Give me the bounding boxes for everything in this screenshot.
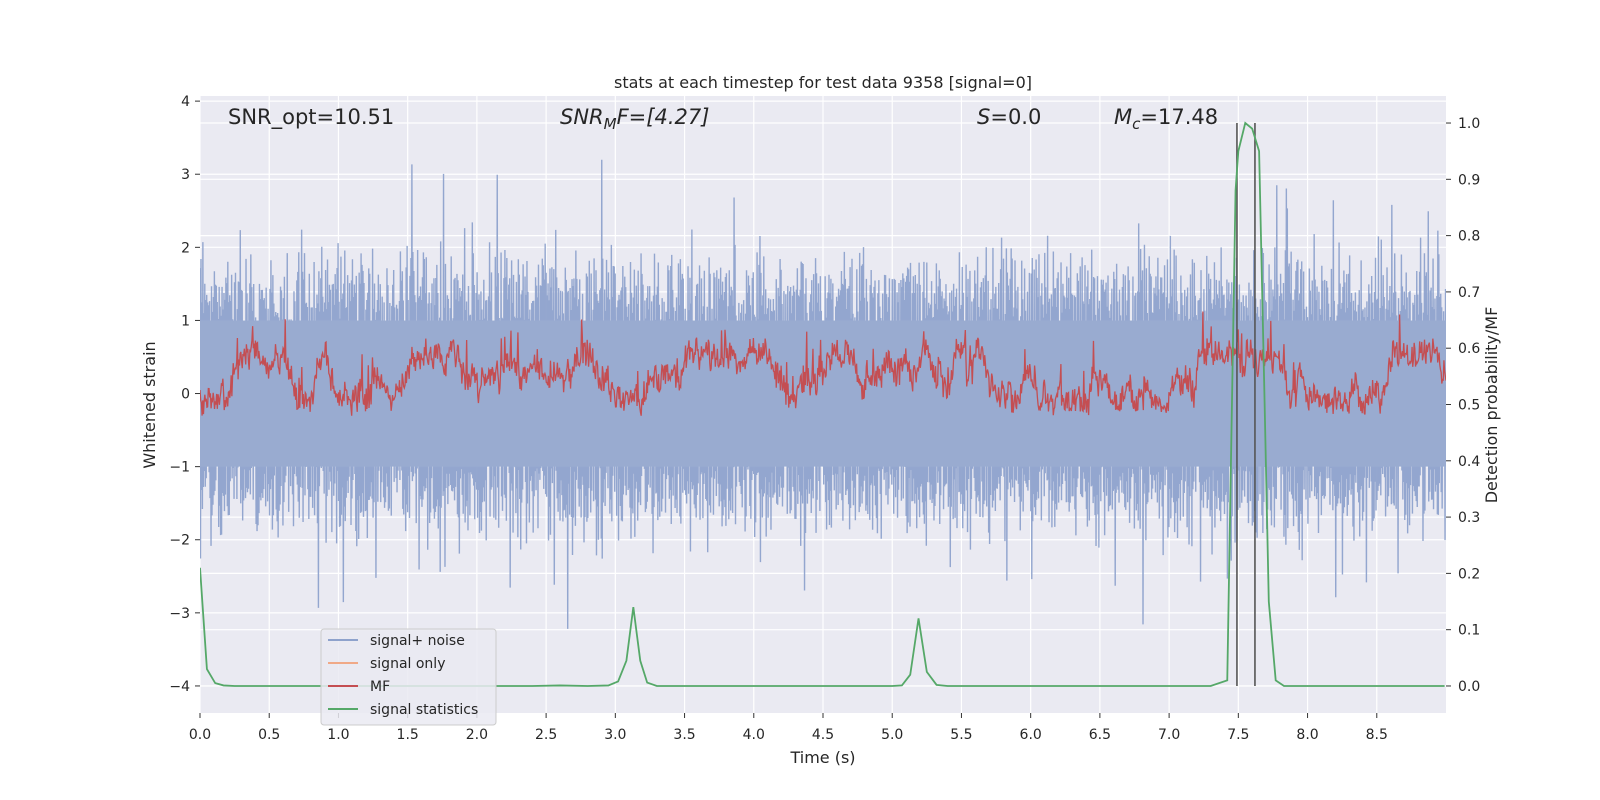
tick-label-x-10: 5.0 [881, 727, 903, 743]
legend-label-signal-only: signal only [370, 656, 445, 672]
annotation-s: S=0.0 [977, 105, 1041, 129]
annotation-mc-subscript: c [1132, 115, 1141, 133]
tick-label-x-1: 0.5 [258, 727, 280, 743]
tick-label-x-7: 3.5 [673, 727, 695, 743]
tick-label-right-5: 0.5 [1458, 398, 1480, 414]
chart-title: stats at each timestep for test data 935… [614, 73, 1032, 92]
tick-label-x-8: 4.0 [743, 727, 765, 743]
annotation-snr-mf: SNRMF=[4.27] [560, 105, 709, 133]
y-axis-left-label: Whitened strain [140, 341, 159, 468]
tick-label-x-0: 0.0 [189, 727, 211, 743]
y-axis-left-ticks: 4 3 2 1 0 −1 −2 −3 −4 [169, 94, 200, 695]
tick-label-x-12: 6.0 [1020, 727, 1042, 743]
legend-box [320, 628, 497, 726]
tick-label-right-1: 0.9 [1458, 172, 1480, 188]
annotation-mc-value: =17.48 [1140, 105, 1218, 129]
tick-label-right-4: 0.6 [1458, 341, 1480, 357]
annotation-snr-mf-subscript: M [604, 115, 617, 133]
tick-label-left-1: 3 [181, 167, 190, 183]
series-signal-noise-band [200, 320, 1446, 467]
tick-label-left-4: 0 [181, 387, 190, 403]
tick-label-left-3: 1 [181, 313, 190, 329]
tick-label-right-0: 1.0 [1458, 116, 1480, 132]
legend-label-mf: MF [370, 679, 390, 695]
tick-label-right-9: 0.1 [1458, 623, 1480, 639]
tick-label-left-5: −1 [169, 460, 190, 476]
tick-label-x-4: 2.0 [466, 727, 488, 743]
tick-label-x-17: 8.5 [1366, 727, 1388, 743]
tick-label-x-15: 7.5 [1227, 727, 1249, 743]
annotation-s-value: =0.0 [990, 105, 1041, 129]
tick-label-left-2: 2 [181, 240, 190, 256]
vertical-markers [1236, 123, 1256, 686]
annotation-snr-mf-symbol: SNR [560, 105, 604, 129]
tick-label-x-16: 8.0 [1296, 727, 1318, 743]
legend-label-signal-statistics: signal statistics [370, 702, 478, 718]
tick-label-left-7: −3 [169, 606, 190, 622]
tick-label-right-7: 0.3 [1458, 510, 1480, 526]
legend: signal+ noise signal only MF signal stat… [320, 628, 497, 726]
noise-core-band [200, 320, 1446, 467]
tick-label-right-6: 0.4 [1458, 454, 1480, 470]
annotation-mc-symbol: M [1114, 105, 1132, 129]
tick-label-x-11: 5.5 [950, 727, 972, 743]
annotation-s-symbol: S [977, 105, 990, 129]
tick-label-right-8: 0.2 [1458, 566, 1480, 582]
tick-label-x-6: 3.0 [604, 727, 626, 743]
tick-label-x-3: 1.5 [397, 727, 419, 743]
annotation-mc: Mc=17.48 [1114, 105, 1218, 133]
tick-label-x-9: 4.5 [812, 727, 834, 743]
series-mf [200, 311, 1446, 416]
annotation-snr-mf-value: F=[4.27] [617, 105, 710, 129]
legend-label-signal-noise: signal+ noise [370, 633, 465, 649]
tick-label-left-8: −4 [169, 679, 190, 695]
tick-label-left-6: −2 [169, 533, 190, 549]
tick-label-x-2: 1.0 [327, 727, 349, 743]
tick-label-left-0: 4 [181, 94, 190, 110]
tick-label-x-13: 6.5 [1089, 727, 1111, 743]
y-axis-right-ticks: 1.0 0.9 0.8 0.7 0.6 0.5 0.4 0.3 0.2 0.1 0.0 [1446, 116, 1480, 695]
tick-label-right-3: 0.7 [1458, 285, 1480, 301]
tick-label-right-10: 0.0 [1458, 679, 1480, 695]
x-axis-ticks: 0.0 0.5 1.0 1.5 2.0 2.5 3.0 3.5 4.0 4.5 5.0 5.5 6.0 6… [189, 713, 1388, 743]
annotation-snr-opt: SNR_opt=10.51 [228, 105, 394, 130]
tick-label-x-5: 2.5 [535, 727, 557, 743]
y-axis-right-label: Detection probability/MF [1482, 307, 1501, 504]
x-axis-label: Time (s) [789, 748, 855, 767]
tick-label-x-14: 7.0 [1158, 727, 1180, 743]
tick-label-right-2: 0.8 [1458, 229, 1480, 245]
